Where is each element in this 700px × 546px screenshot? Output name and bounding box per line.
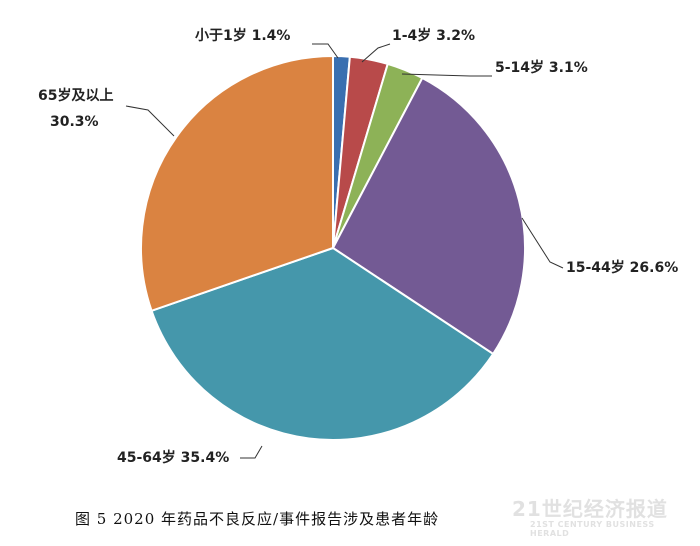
slice-label-3: 5-14岁 3.1% — [495, 59, 588, 76]
leader-line-3 — [401, 73, 492, 77]
leader-line-4 — [521, 217, 564, 269]
pie-slice-4 — [331, 76, 526, 356]
leader-line-1 — [312, 43, 339, 59]
pie-slice-6 — [140, 54, 334, 313]
slice-label-2: 1-4岁 3.2% — [392, 27, 475, 44]
slice-label-1: 小于1岁 1.4% — [195, 27, 290, 44]
watermark-main-text: 21世纪经济报道 — [512, 497, 668, 521]
slice-label-4: 15-44岁 26.6% — [566, 259, 678, 276]
leader-line-6 — [125, 105, 175, 137]
watermark-sub-text: 21ST CENTURY BUSINESS HERALD — [530, 520, 655, 538]
watermark-logo: 21世纪经济报道 21ST CENTURY BUSINESS HERALD — [512, 493, 692, 538]
slice-label-6: 65岁及以上 30.3% — [38, 87, 113, 130]
leader-line-2 — [361, 43, 391, 63]
leader-line-5 — [240, 445, 263, 459]
slice-label-5: 45-64岁 35.4% — [117, 449, 229, 466]
pie-slice-5 — [150, 246, 495, 441]
figure-caption: 图 5 2020 年药品不良反应/事件报告涉及患者年龄 — [75, 510, 440, 528]
